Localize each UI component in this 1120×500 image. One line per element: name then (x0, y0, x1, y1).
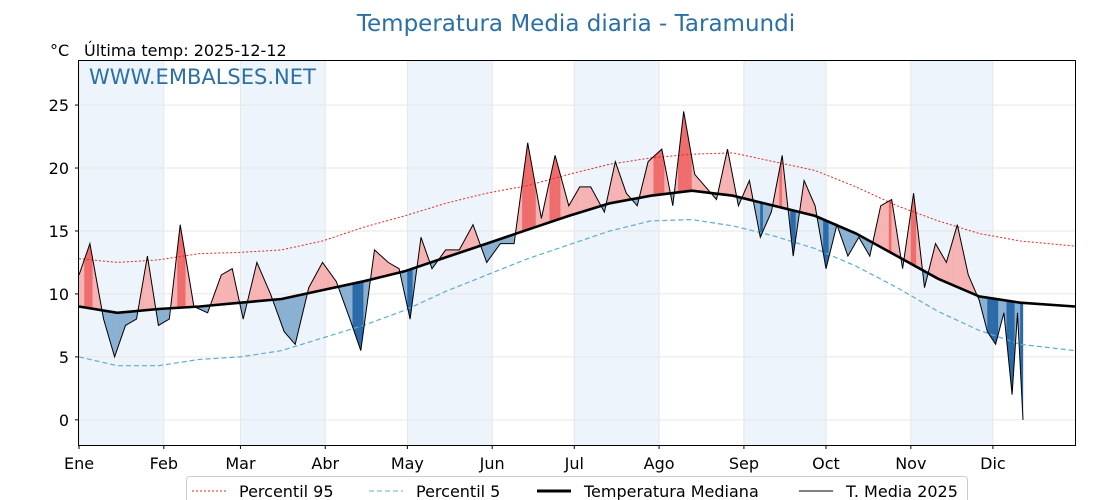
y-tick-label: 15 (49, 222, 69, 241)
watermark: WWW.EMBALSES.NET (89, 65, 316, 89)
fill-above-median (935, 242, 939, 280)
line-percentil-5 (78, 218, 1076, 367)
fill-above-median (650, 156, 654, 196)
fill-above-median (322, 261, 326, 291)
legend-label-year: T. Media 2025 (845, 482, 958, 500)
x-tick-label: Mar (225, 454, 256, 473)
y-tick-label: 5 (59, 348, 69, 367)
fill-below-median (289, 296, 293, 342)
fill-above-median (221, 273, 225, 305)
fill-above-median (653, 153, 657, 196)
fill-above-median (886, 200, 890, 252)
fill-below-median (292, 295, 296, 345)
fill-above-median (888, 199, 892, 254)
month-band (743, 61, 826, 445)
line-mediana (78, 189, 1076, 315)
fill-above-median (226, 270, 230, 305)
legend-label-p95: Percentil 95 (239, 482, 334, 500)
fill-above-median (883, 202, 887, 251)
x-tick-label: Ago (644, 454, 675, 473)
y-unit-label: °C (50, 41, 69, 60)
x-tick-label: Jul (564, 454, 584, 473)
fill-above-median (587, 186, 591, 211)
fill-above-median (379, 254, 383, 278)
fill-above-median (656, 151, 660, 196)
chart-title: Temperatura Media diaria - Taramundi (356, 11, 795, 37)
y-tick-label: 10 (49, 285, 69, 304)
fill-above-median (582, 186, 586, 212)
fill-above-median (658, 148, 662, 195)
y-tick-label: 20 (49, 159, 69, 178)
fill-above-median (223, 271, 227, 305)
anomaly-fills (78, 111, 1024, 420)
month-band (574, 61, 660, 445)
fill-below-median (160, 308, 164, 325)
line-media-2025 (78, 111, 1024, 420)
fill-below-median (987, 297, 991, 337)
x-tick-label: Ene (64, 454, 94, 473)
fill-below-median (284, 297, 288, 336)
x-tick-label: May (391, 454, 424, 473)
fill-above-median (87, 243, 91, 309)
last-temp-subtitle: Última temp: 2025-12-12 (84, 41, 287, 60)
x-axis: Ene Feb Mar Abr May Jun Jul Ago Sep Oct Nov Dic (64, 445, 1006, 473)
x-tick-label: Oct (812, 454, 840, 473)
y-tick-label: 25 (49, 96, 69, 115)
fill-below-median (163, 308, 167, 323)
fill-below-median (355, 282, 359, 343)
fill-above-median (585, 186, 589, 212)
fill-above-median (579, 186, 583, 213)
y-tick-label: 0 (59, 411, 69, 430)
y-axis: 0 5 10 15 20 25 (49, 96, 79, 430)
fill-above-median (374, 249, 378, 279)
x-tick-label: Jun (479, 454, 505, 473)
plot-frame (78, 60, 1076, 446)
fill-above-median (880, 203, 884, 249)
fill-below-median (286, 297, 290, 339)
x-tick-label: Nov (895, 454, 926, 473)
fill-above-median (229, 268, 233, 304)
fill-below-median (992, 298, 996, 345)
x-tick-label: Dic (980, 454, 1006, 473)
fill-above-median (84, 251, 88, 309)
series-lines (78, 111, 1076, 420)
x-tick-label: Sep (729, 454, 759, 473)
x-tick-label: Abr (311, 454, 339, 473)
fill-above-median (377, 252, 381, 279)
legend-label-p5: Percentil 5 (416, 482, 500, 500)
fill-below-median (357, 281, 361, 351)
fill-above-median (388, 262, 392, 276)
fill-below-median (158, 308, 162, 326)
fill-above-median (647, 158, 652, 197)
month-band (240, 61, 326, 445)
fill-below-median (990, 297, 994, 341)
legend-box (186, 476, 968, 500)
legend-label-median: Temperatura Mediana (583, 482, 759, 500)
fill-above-median (382, 257, 386, 277)
fill-below-median (125, 311, 129, 326)
line-percentil-95 (78, 152, 1076, 263)
month-band (79, 61, 164, 445)
x-tick-label: Feb (150, 454, 178, 473)
legend: Percentil 95 Percentil 5 Temperatura Med… (186, 476, 968, 500)
